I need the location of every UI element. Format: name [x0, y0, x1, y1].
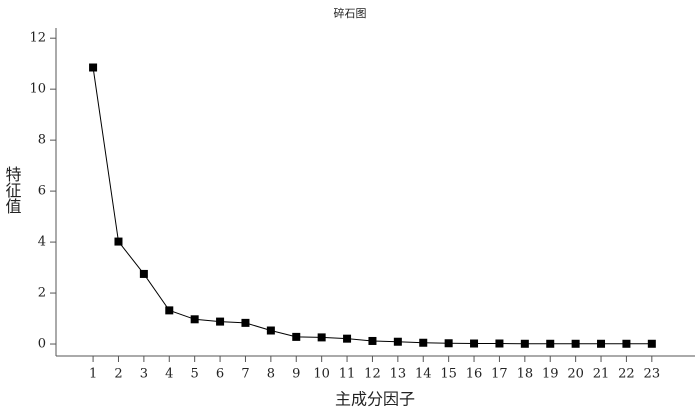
marker: [444, 339, 453, 348]
x-tick-label: 10: [313, 367, 330, 382]
x-tick-label: 22: [618, 367, 635, 382]
marker: [241, 318, 250, 327]
x-tick-label: 18: [517, 367, 534, 382]
x-tick-label: 7: [241, 367, 249, 382]
marker: [495, 339, 504, 348]
x-tick-label: 2: [114, 367, 122, 382]
y-tick-label: 0: [38, 337, 46, 352]
y-tick-label: 4: [38, 235, 46, 250]
marker: [139, 269, 148, 278]
y-axis-label: 特征值: [3, 166, 22, 214]
marker: [571, 339, 580, 348]
marker: [622, 339, 631, 348]
marker: [419, 338, 428, 347]
x-tick-label: 21: [593, 367, 610, 382]
x-tick-label: 14: [415, 367, 432, 382]
x-tick-label: 16: [466, 367, 483, 382]
marker: [470, 339, 479, 348]
x-tick-label: 3: [140, 367, 148, 382]
chart-title: 碎石图: [334, 6, 367, 20]
x-tick-label: 1: [89, 367, 97, 382]
series-line: [92, 67, 652, 345]
marker: [266, 326, 275, 335]
x-tick-label: 15: [440, 367, 457, 382]
marker: [89, 63, 98, 72]
x-tick-label: 12: [364, 367, 381, 382]
y-tick-label: 8: [38, 133, 46, 148]
y-tick-label: 10: [29, 82, 46, 97]
marker: [190, 315, 199, 324]
marker: [216, 317, 225, 326]
marker: [520, 339, 529, 348]
marker: [647, 339, 656, 348]
x-tick-label: 17: [491, 367, 508, 382]
x-tick-label: 4: [165, 367, 173, 382]
x-tick-label: 8: [267, 367, 275, 382]
marker: [292, 332, 301, 341]
marker: [165, 306, 174, 315]
x-axis-label: 主成分因子: [335, 390, 415, 409]
marker: [597, 339, 606, 348]
marker: [343, 334, 352, 343]
marker: [317, 333, 326, 342]
x-tick-label: 5: [191, 367, 199, 382]
x-tick-label: 6: [216, 367, 224, 382]
x-tick-label: 19: [542, 367, 559, 382]
marker: [546, 339, 555, 348]
x-tick-label: 23: [644, 367, 661, 382]
marker: [368, 336, 377, 345]
y-tick-label: 12: [29, 31, 46, 46]
x-tick-label: 9: [292, 367, 300, 382]
y-tick-label: 2: [38, 286, 46, 301]
y-tick-label: 6: [38, 184, 46, 199]
marker: [114, 237, 123, 246]
x-tick-label: 11: [339, 367, 356, 382]
x-tick-label: 13: [390, 367, 407, 382]
x-tick-label: 20: [567, 367, 584, 382]
marker: [393, 337, 402, 346]
